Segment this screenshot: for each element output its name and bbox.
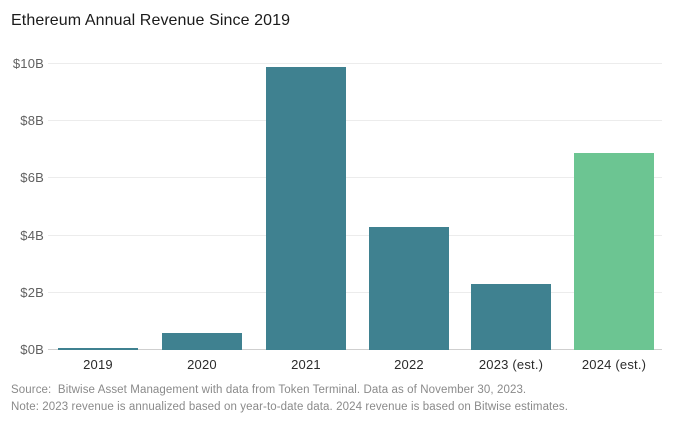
y-tick-label: $10B — [12, 56, 44, 71]
bar-2024est — [574, 152, 654, 350]
chart-title: Ethereum Annual Revenue Since 2019 — [11, 12, 291, 29]
gridline-0b — [48, 349, 662, 350]
y-tick-label: $4B — [20, 227, 44, 243]
gridline-4b — [48, 234, 662, 236]
y-tick-label: $0B — [20, 342, 44, 357]
x-tick-label: 2023 (est.) — [478, 357, 544, 372]
bar-2020 — [162, 332, 242, 350]
bar-2022 — [369, 227, 449, 350]
gridline-6b — [48, 177, 662, 179]
y-tick-label: $2B — [20, 284, 44, 300]
data-note: Note: 2023 revenue is annualized based o… — [11, 401, 568, 413]
gridline-2b — [48, 291, 662, 293]
x-tick-label: 2019 — [83, 357, 113, 372]
bar-chart-plot-area: 2019 2020 2021 2022 2023 (est.) 2024 (est.) — [48, 55, 662, 372]
y-tick-label: $6B — [20, 170, 44, 186]
bar-2021 — [266, 66, 346, 350]
gridline-10b — [48, 63, 662, 64]
source-note: Source: Bitwise Asset Management with da… — [11, 384, 527, 396]
x-tick-label: 2020 — [187, 357, 217, 372]
x-tick-label: 2022 — [394, 357, 424, 372]
gridline-8b — [48, 120, 662, 122]
footnotes: Source: Bitwise Asset Management with da… — [11, 382, 568, 416]
x-tick-label: 2024 (est.) — [581, 357, 647, 372]
y-tick-label: $8B — [20, 113, 44, 129]
bar-2019 — [58, 348, 138, 350]
bar-2023est — [471, 284, 551, 350]
x-tick-label: 2021 — [291, 357, 321, 372]
